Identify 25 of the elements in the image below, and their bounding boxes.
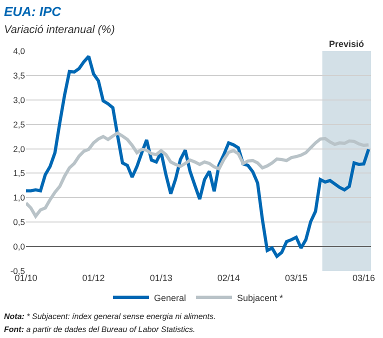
x-tick-label: 01/12 bbox=[82, 273, 105, 283]
y-tick-label: 2,0 bbox=[13, 144, 26, 154]
legend-label: Subjacent * bbox=[237, 292, 284, 303]
chart-title: EUA: IPC bbox=[4, 4, 62, 19]
y-tick-label: 2,5 bbox=[13, 119, 26, 130]
line-series bbox=[26, 132, 370, 218]
y-tick-label: 1,0 bbox=[13, 192, 26, 203]
y-tick-label: -0,5 bbox=[10, 266, 26, 276]
y-tick-label: 1,5 bbox=[13, 168, 26, 178]
line-series bbox=[26, 54, 370, 258]
text: Previsió bbox=[329, 39, 365, 49]
y-tick-label: 0,5 bbox=[13, 217, 26, 228]
y-tick-label: 3,5 bbox=[13, 70, 26, 80]
y-tick-label: 4,0 bbox=[13, 46, 26, 56]
text: Nota: * Subjacent: índex general sense energia ni aliments. bbox=[4, 312, 216, 321]
x-tick-label: 03/16 bbox=[352, 273, 376, 283]
x-tick-label: 01/13 bbox=[150, 273, 172, 283]
legend-label: General bbox=[154, 292, 186, 303]
text: Font: a partir de dades del Bureau of Labor Statistics. bbox=[4, 325, 196, 334]
chart-subtitle: Variació interanual (%) bbox=[4, 24, 116, 36]
x-tick-label: 02/14 bbox=[217, 273, 240, 283]
x-tick-label: 03/15 bbox=[284, 273, 308, 283]
x-tick-label: 01/10 bbox=[14, 273, 38, 283]
y-tick-label: 0,0 bbox=[13, 242, 26, 252]
y-tick-label: 3,0 bbox=[13, 94, 26, 105]
